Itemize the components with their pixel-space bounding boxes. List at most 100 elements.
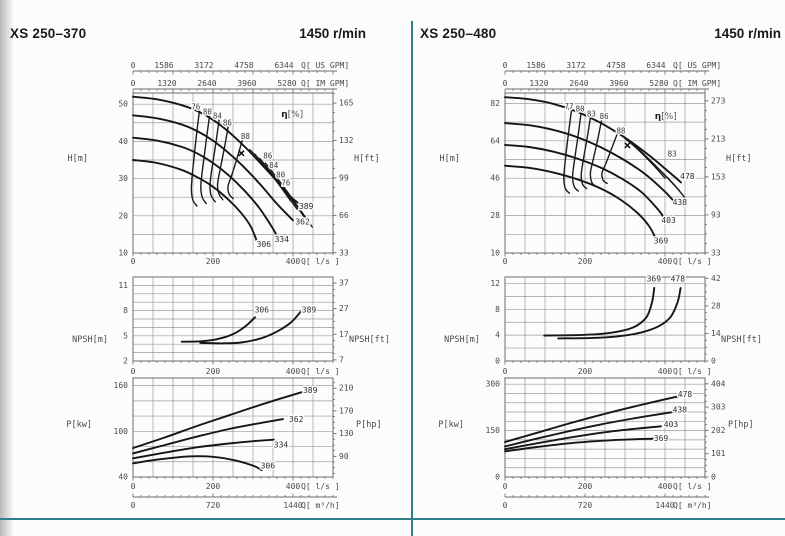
svg-text:200: 200 (206, 367, 221, 376)
svg-text:Q[ m³/h]: Q[ m³/h] (673, 501, 712, 510)
svg-text:0: 0 (503, 257, 508, 266)
pump-panel-right: 0 1586 3172 4758 6344 Q[ US GPM] 0 1320 2640 3960… (412, 0, 785, 536)
svg-text:86: 86 (263, 151, 273, 160)
svg-text:0: 0 (503, 501, 508, 510)
svg-text:404: 404 (711, 379, 726, 388)
curve-369 (504, 437, 658, 453)
curve-362 (132, 114, 294, 222)
svg-text:306: 306 (261, 462, 276, 471)
svg-text:77: 77 (564, 102, 573, 111)
svg-text:0: 0 (503, 79, 508, 88)
svg-text:200: 200 (206, 257, 221, 266)
svg-text:1440: 1440 (283, 501, 302, 510)
svg-text:0: 0 (503, 367, 508, 376)
svg-text:33: 33 (339, 248, 349, 257)
charts-svg-left: 0 1586 3172 4758 6344 Q[ US GPM]0 1320 2640 3960… (66, 61, 390, 510)
svg-text:0: 0 (131, 501, 136, 510)
svg-text:362: 362 (289, 415, 304, 424)
curve-334 (132, 438, 275, 460)
svg-text:11: 11 (118, 281, 128, 290)
svg-text:3960: 3960 (237, 79, 256, 88)
column-divider-line (411, 21, 413, 536)
svg-text:1440: 1440 (655, 501, 674, 510)
svg-text:90: 90 (339, 452, 349, 461)
svg-text:0: 0 (503, 482, 508, 491)
svg-text:403: 403 (661, 216, 676, 225)
svg-text:42: 42 (711, 274, 721, 283)
pump-model-title: XS 250–370 (10, 26, 87, 41)
svg-text:76: 76 (191, 103, 201, 112)
svg-text:46: 46 (490, 174, 500, 183)
svg-text:10: 10 (118, 249, 128, 258)
svg-text:334: 334 (275, 235, 290, 244)
svg-text:0: 0 (711, 357, 716, 366)
svg-text:P[hp]: P[hp] (728, 420, 754, 430)
chart-npsh-0: 306 389 2 5 8 11 NPSH[m] 7 17 27 37 NPSH[ft] 0 200 400… (72, 276, 390, 376)
curve-478 (504, 96, 682, 184)
svg-text:1586: 1586 (526, 61, 545, 70)
curve-306 (132, 159, 260, 248)
svg-text:40: 40 (118, 137, 128, 146)
svg-text:28: 28 (490, 211, 500, 220)
eta-percent-label: η[%] (281, 110, 303, 120)
svg-text:37: 37 (339, 279, 349, 288)
svg-text:400: 400 (286, 482, 301, 491)
curve-403 (504, 143, 665, 218)
svg-text:165: 165 (339, 99, 354, 108)
curve-389 (132, 389, 308, 450)
svg-text:20: 20 (118, 211, 128, 220)
svg-text:H[m]: H[m] (68, 154, 88, 164)
efficiency-contour-80 (571, 110, 583, 192)
svg-text:213: 213 (711, 134, 726, 143)
svg-text:93: 93 (711, 210, 721, 219)
svg-text:478: 478 (680, 172, 695, 181)
svg-text:478: 478 (678, 390, 693, 399)
svg-text:Q[ l/s ]: Q[ l/s ] (301, 257, 340, 266)
efficiency-contour-x (634, 145, 687, 200)
svg-text:Q[ US GPM]: Q[ US GPM] (301, 61, 349, 70)
curve-334 (132, 136, 277, 235)
svg-text:720: 720 (578, 501, 593, 510)
svg-text:Q[ IM GPM]: Q[ IM GPM] (673, 79, 721, 88)
svg-text:334: 334 (274, 440, 289, 449)
svg-text:389: 389 (303, 386, 318, 395)
svg-text:4758: 4758 (234, 61, 253, 70)
pump-speed-label: 1450 r/min (714, 26, 781, 41)
svg-text:5: 5 (123, 331, 128, 340)
chart-npsh-1: 369 478 0 4 8 12 NPSH[m] 0 14 28 42 NPSH[ft] 0 200 400… (444, 273, 762, 376)
svg-text:153: 153 (711, 172, 726, 181)
svg-text:150: 150 (486, 426, 501, 435)
bep-marker (624, 142, 631, 149)
svg-text:400: 400 (286, 367, 301, 376)
svg-text:2640: 2640 (569, 79, 588, 88)
svg-text:400: 400 (658, 367, 673, 376)
pump-panel-left: 0 1586 3172 4758 6344 Q[ US GPM] 0 1320 2640 3960… (0, 26, 412, 510)
svg-text:200: 200 (578, 367, 593, 376)
svg-text:0: 0 (131, 367, 136, 376)
svg-text:82: 82 (490, 99, 500, 108)
svg-text:202: 202 (711, 426, 726, 435)
svg-text:369: 369 (647, 275, 662, 284)
svg-text:86: 86 (600, 112, 610, 121)
svg-text:2: 2 (123, 357, 128, 366)
curve-362 (132, 418, 284, 455)
svg-text:389: 389 (302, 305, 317, 314)
panel-header: XS 250–480 1450 r/min (412, 26, 785, 44)
svg-text:88: 88 (616, 127, 626, 136)
svg-text:720: 720 (206, 501, 221, 510)
svg-text:1320: 1320 (529, 79, 548, 88)
panel-header: XS 250–370 1450 r/min (0, 26, 412, 44)
svg-text:66: 66 (339, 211, 349, 220)
flow-scale-usgpm: 0 1586 3172 4758 6344 Q[ US GPM] (131, 61, 349, 75)
svg-text:200: 200 (206, 482, 221, 491)
svg-text:130: 130 (339, 429, 354, 438)
svg-text:273: 273 (711, 96, 726, 105)
svg-text:400: 400 (658, 482, 673, 491)
svg-text:6344: 6344 (274, 61, 293, 70)
svg-text:76: 76 (281, 178, 291, 187)
flow-scale-usgpm: 0 1586 3172 4758 6344 Q[ US GPM] (503, 61, 721, 75)
svg-text:438: 438 (673, 405, 688, 414)
svg-text:80: 80 (276, 170, 286, 179)
